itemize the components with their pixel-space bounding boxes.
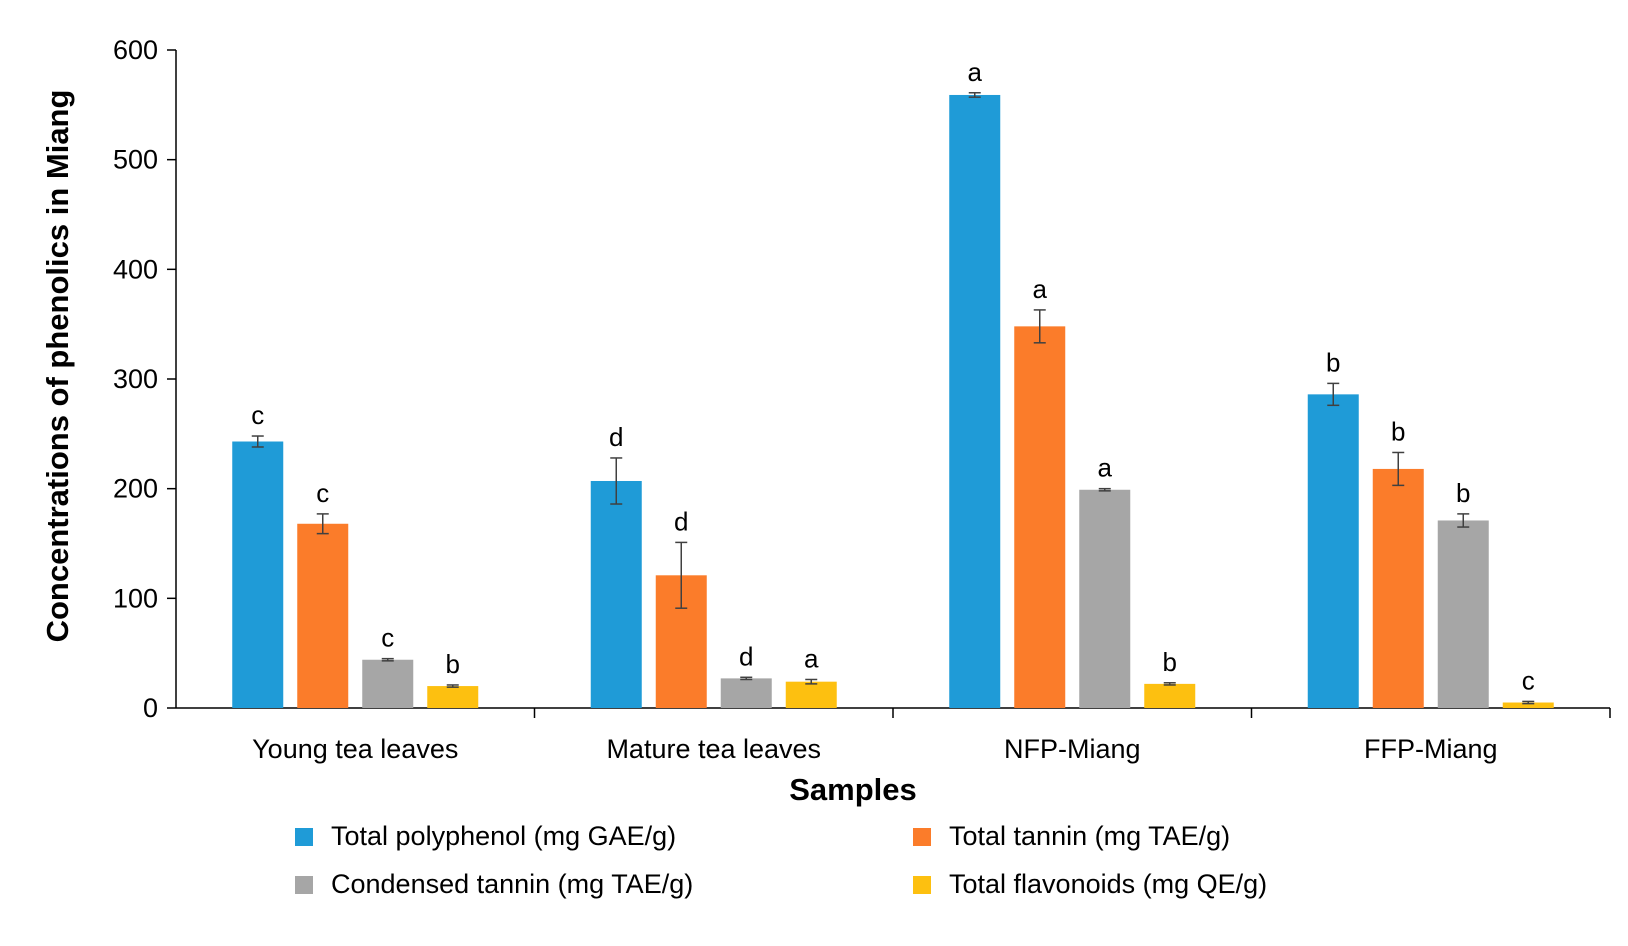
significance-label: a <box>1098 453 1113 483</box>
significance-label: a <box>968 57 983 87</box>
bar <box>720 678 772 708</box>
bar <box>297 523 349 708</box>
y-tick-label: 400 <box>113 254 158 284</box>
bar <box>1437 520 1489 708</box>
bar <box>1502 702 1554 708</box>
significance-label: a <box>1033 274 1048 304</box>
significance-label: d <box>674 506 688 536</box>
y-tick-label: 0 <box>143 693 158 723</box>
y-tick-label: 100 <box>113 583 158 613</box>
axes: 0 100 200 300 400 500 600 <box>113 35 1611 723</box>
y-axis-title: Concentrations of phenolics in Miang <box>40 90 75 643</box>
legend-swatch <box>295 828 313 846</box>
bar <box>785 681 837 708</box>
significance-label: d <box>739 641 753 671</box>
legend-label: Total flavonoids (mg QE/g) <box>949 869 1267 899</box>
significance-label: b <box>446 649 460 679</box>
category-label: FFP-Miang <box>1364 734 1498 764</box>
significance-label: a <box>804 643 819 673</box>
x-axis-title: Samples <box>789 772 917 807</box>
category-label: Mature tea leaves <box>606 734 821 764</box>
bar <box>1372 468 1424 708</box>
significance-label: c <box>1522 665 1535 695</box>
bar <box>590 480 642 708</box>
significance-label: c <box>316 478 329 508</box>
bar <box>362 659 414 708</box>
bar <box>1144 683 1196 708</box>
significance-label: b <box>1326 347 1340 377</box>
significance-label: b <box>1391 416 1405 446</box>
bar <box>232 441 284 708</box>
bar <box>1307 394 1359 708</box>
x-ticks <box>533 708 1611 718</box>
significance-label: c <box>381 623 394 653</box>
legend-label: Total tannin (mg TAE/g) <box>949 821 1230 851</box>
category-label: NFP-Miang <box>1004 734 1141 764</box>
bar <box>1014 326 1066 708</box>
category-labels: Young tea leaves Mature tea leaves NFP-Mia… <box>252 734 1497 764</box>
legend-label: Condensed tannin (mg TAE/g) <box>331 869 693 899</box>
y-tick-label: 300 <box>113 364 158 394</box>
legend-swatch <box>913 828 931 846</box>
bar <box>427 686 479 708</box>
legend-swatch <box>913 876 931 894</box>
y-tick-label: 500 <box>113 145 158 175</box>
y-tick-label: 600 <box>113 35 158 65</box>
significance-label: c <box>251 400 264 430</box>
significance-label: d <box>609 422 623 452</box>
legend: Total polyphenol (mg GAE/g) Total tannin … <box>295 821 1267 899</box>
significance-label: b <box>1456 478 1470 508</box>
bar <box>949 94 1001 709</box>
bars: c c c b d d d a a a a b b b b c <box>232 57 1554 709</box>
category-label: Young tea leaves <box>252 734 458 764</box>
legend-swatch <box>295 876 313 894</box>
significance-label: b <box>1163 647 1177 677</box>
y-ticks: 0 100 200 300 400 500 600 <box>113 35 176 723</box>
legend-label: Total polyphenol (mg GAE/g) <box>331 821 676 851</box>
bar <box>1079 489 1131 708</box>
y-tick-label: 200 <box>113 474 158 504</box>
